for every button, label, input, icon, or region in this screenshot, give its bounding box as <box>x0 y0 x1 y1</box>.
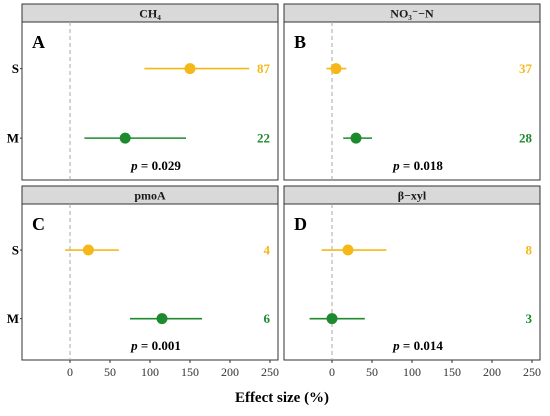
y-axis-label-m: M <box>7 311 19 326</box>
sample-count-m: 6 <box>264 311 271 326</box>
panel-letter: D <box>294 214 307 234</box>
panel-title: β−xyl <box>398 189 427 203</box>
point-estimate-m <box>326 313 338 325</box>
p-value-text: = 0.018 <box>400 158 444 173</box>
sample-count-m: 28 <box>519 131 533 146</box>
panel-body <box>21 21 279 181</box>
sample-count-s: 4 <box>264 243 271 258</box>
point-estimate-m <box>156 313 168 325</box>
sample-count-s: 37 <box>519 61 533 76</box>
x-tick-label: 200 <box>221 365 239 379</box>
p-value-label: p = 0.001 <box>130 338 181 353</box>
panel-title: pmoA <box>134 189 166 203</box>
p-symbol: p <box>392 338 400 353</box>
x-tick-label: 250 <box>523 365 541 379</box>
sample-count-s: 87 <box>257 61 271 76</box>
point-estimate-s <box>330 63 342 75</box>
p-value-text: = 0.001 <box>138 338 181 353</box>
x-axis-title: Effect size (%) <box>235 390 329 406</box>
panel-body <box>283 203 541 361</box>
x-tick-label: 150 <box>181 365 199 379</box>
point-estimate-m <box>119 132 131 144</box>
x-tick-label: 150 <box>443 365 461 379</box>
panel-body <box>283 21 541 181</box>
panel-title: NO₃⁻−N <box>390 7 434 21</box>
x-tick-label: 0 <box>329 365 335 379</box>
panel-title: CH₄ <box>139 7 161 21</box>
p-value-label: p = 0.018 <box>392 158 443 173</box>
panel-letter: B <box>294 32 306 52</box>
p-value-label: p = 0.014 <box>392 338 443 353</box>
panel-d: β−xyl D 8 3 p = 0.014 0 50 100 150 200 250 <box>283 185 541 379</box>
point-estimate-s <box>184 63 196 75</box>
sample-count-m: 22 <box>257 131 270 146</box>
point-estimate-s <box>342 244 354 256</box>
point-estimate-s <box>82 244 94 256</box>
point-estimate-m <box>350 132 362 144</box>
panel-b: NO₃⁻−N B 37 28 p = 0.018 <box>283 3 541 181</box>
p-value-text: = 0.014 <box>400 338 444 353</box>
sample-count-m: 3 <box>526 311 533 326</box>
x-tick-label: 200 <box>483 365 501 379</box>
panel-c: pmoA C 4 S 6 Mp = 0.001 0 50 100 150 200 250 <box>7 185 279 379</box>
x-tick-label: 100 <box>141 365 159 379</box>
p-symbol: p <box>392 158 400 173</box>
x-tick-label: 50 <box>366 365 378 379</box>
y-axis-label-s: S <box>12 61 19 76</box>
sample-count-s: 8 <box>526 243 533 258</box>
y-axis-label-m: M <box>7 131 19 146</box>
x-tick-label: 250 <box>261 365 279 379</box>
p-value-label: p = 0.029 <box>130 158 181 173</box>
y-axis-label-s: S <box>12 243 19 258</box>
x-tick-label: 100 <box>403 365 421 379</box>
p-symbol: p <box>130 338 138 353</box>
p-symbol: p <box>130 158 138 173</box>
panel-letter: C <box>32 214 45 234</box>
panel-letter: A <box>32 32 45 52</box>
p-value-text: = 0.029 <box>138 158 182 173</box>
x-tick-label: 0 <box>67 365 73 379</box>
panel-a: CH₄ A 87 S 22 Mp = 0.029 <box>7 3 279 181</box>
x-tick-label: 50 <box>104 365 116 379</box>
panel-body <box>21 203 279 361</box>
